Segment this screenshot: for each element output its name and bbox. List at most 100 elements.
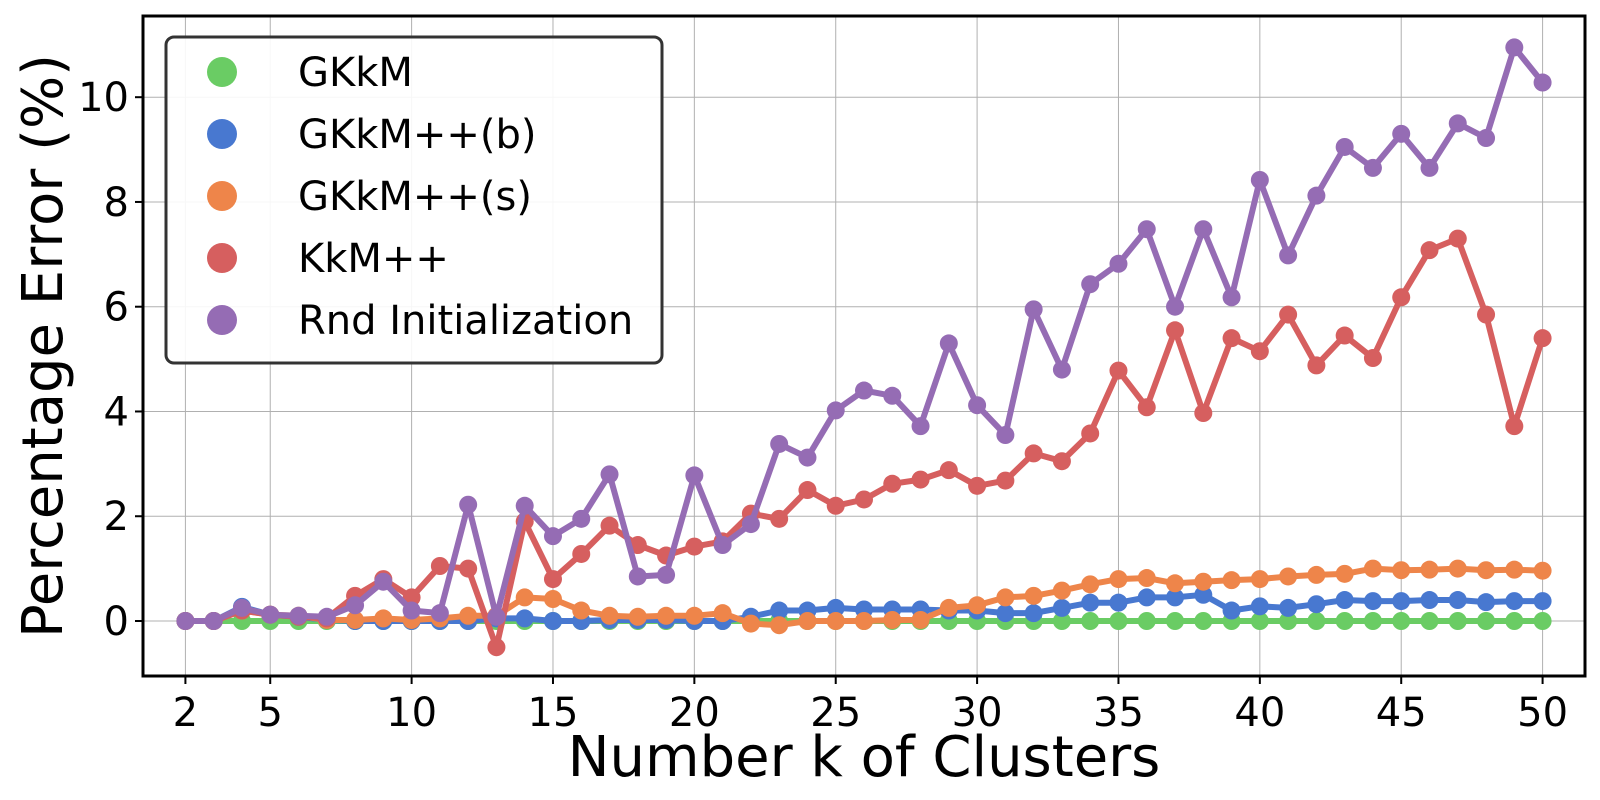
data-point [1137,569,1156,588]
data-point [713,604,732,623]
data-point [1363,349,1382,368]
x-tick-label: 40 [1234,690,1285,736]
data-point [1448,612,1467,630]
data-point [1109,593,1128,612]
data-point [628,607,647,626]
data-point [1194,612,1213,630]
data-point [939,461,958,480]
data-point [1279,612,1298,630]
data-point [996,426,1015,445]
data-point [1448,559,1467,578]
data-point [572,544,591,563]
data-point [1335,564,1354,583]
data-point [1081,575,1100,594]
data-point [1505,38,1524,57]
data-point [1250,570,1269,589]
data-point [968,596,987,615]
legend-label: GKkM [298,50,413,96]
data-point [1477,593,1496,612]
x-tick-label: 2 [173,690,198,736]
x-axis-label: Number k of Clusters [568,725,1161,790]
data-point [1081,593,1100,612]
data-point [1420,591,1439,610]
x-tick-label: 50 [1517,690,1568,736]
data-point [1279,598,1298,617]
data-point [1166,321,1185,340]
data-point [826,598,845,617]
data-point [883,610,902,629]
legend-marker [207,119,237,149]
y-axis-label: Percentage Error (%) [11,54,76,638]
data-point [1505,417,1524,436]
data-point [1109,254,1128,273]
data-point [1477,612,1496,630]
data-point [1222,288,1241,307]
data-point [1533,561,1552,580]
data-point [1307,612,1326,630]
data-point [1081,612,1100,630]
data-point [798,481,817,500]
data-point [996,588,1015,607]
data-point [1250,170,1269,189]
x-tick-label: 45 [1376,690,1427,736]
data-point [1420,560,1439,579]
data-point [515,609,534,628]
data-point [1194,404,1213,423]
data-point [459,495,478,514]
legend-marker [207,305,237,335]
data-point [402,601,421,620]
data-point [939,598,958,617]
data-point [1363,158,1382,177]
y-tick-label: 10 [78,75,129,121]
data-point [1505,592,1524,611]
data-point [487,638,506,657]
data-point [346,610,365,629]
data-point [1477,129,1496,148]
data-point [1109,570,1128,589]
series-layer [176,38,1552,657]
data-point [685,466,704,485]
data-point [1392,561,1411,580]
data-point [572,601,591,620]
data-point [289,606,308,625]
data-point [628,567,647,586]
data-point [1307,186,1326,205]
data-point [1194,572,1213,591]
data-point [1279,246,1298,265]
legend-marker [207,243,237,273]
legend-label: KkM++ [298,236,449,282]
data-point [1109,361,1128,380]
data-point [657,606,676,625]
data-point [855,381,873,400]
legend-label: Rnd Initialization [298,298,633,344]
data-point [855,612,873,630]
data-point [600,465,619,484]
data-point [1363,559,1382,578]
legend-marker [207,57,237,87]
data-point [1137,220,1156,239]
data-point [1166,588,1185,607]
data-point [1392,124,1411,143]
data-point [911,417,930,436]
data-point [1052,452,1071,471]
data-point [459,606,478,625]
data-point [543,527,562,546]
data-point [1420,158,1439,177]
data-point [1505,612,1524,630]
data-point [1448,591,1467,610]
data-point [515,496,534,515]
data-point [911,470,930,489]
data-point [487,607,506,626]
data-point [430,604,449,623]
data-point [459,559,478,578]
y-tick-label: 0 [104,599,129,645]
data-point [1392,612,1411,630]
data-point [883,474,902,493]
x-tick-label: 30 [952,690,1003,736]
data-point [1307,595,1326,614]
data-point [1166,297,1185,316]
data-point [1081,275,1100,294]
data-point [600,606,619,625]
data-point [1024,444,1043,463]
